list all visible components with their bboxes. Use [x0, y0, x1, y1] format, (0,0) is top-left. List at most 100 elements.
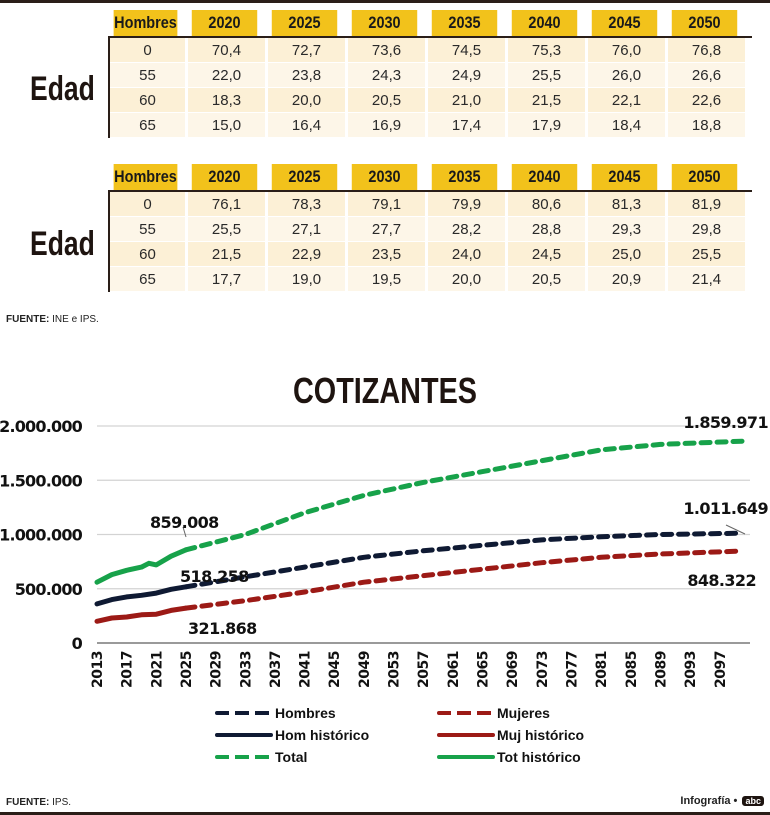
table-row: 60 21,5 22,9 23,5 24,0 24,5 25,0 25,5 — [110, 242, 752, 267]
table-cell: 76,8 — [668, 38, 745, 62]
table-cell: 22,1 — [588, 88, 665, 112]
table-cell: 23,5 — [348, 242, 425, 266]
table-cell: 25,5 — [188, 217, 265, 241]
legend-label: Tot histórico — [497, 749, 581, 765]
legend-label: Total — [275, 749, 308, 765]
legend-item: Muj histórico — [437, 727, 584, 743]
table-header-cell: 2050 — [671, 10, 738, 36]
y-tick-label: 500.000 — [15, 580, 83, 599]
table-row: 55 25,5 27,1 27,7 28,2 28,8 29,3 29,8 — [110, 217, 752, 242]
row-age-cell: 65 — [110, 267, 185, 291]
table-cell: 73,6 — [348, 38, 425, 62]
table-row: 60 18,3 20,0 20,5 21,0 21,5 22,1 22,6 — [110, 88, 752, 113]
table-cell: 19,0 — [268, 267, 345, 291]
legend-label: Mujeres — [497, 705, 550, 721]
legend-item: Total — [215, 749, 307, 765]
data-label: 848.322 — [687, 571, 756, 590]
source-tables: FUENTE: INE e IPS. — [6, 314, 99, 325]
legend-swatch — [215, 711, 273, 715]
row-age-cell: 60 — [110, 242, 185, 266]
x-tick-label: 2077 — [564, 651, 580, 688]
table-cell: 76,0 — [588, 38, 665, 62]
table-cell: 79,9 — [428, 192, 505, 216]
table-cell: 20,5 — [508, 267, 585, 291]
top-rule — [0, 0, 770, 3]
x-tick-label: 2049 — [357, 651, 373, 688]
source-text: IPS. — [52, 797, 72, 808]
table-cell: 24,0 — [428, 242, 505, 266]
table-cell: 25,5 — [508, 63, 585, 87]
annotation-leader — [182, 526, 187, 538]
row-age-cell: 0 — [110, 38, 185, 62]
x-tick-label: 2037 — [268, 651, 284, 688]
table-cell: 15,0 — [188, 113, 265, 137]
table-row: 65 17,7 19,0 19,5 20,0 20,5 20,9 21,4 — [110, 267, 752, 292]
table-cell: 25,0 — [588, 242, 665, 266]
abc-logo: abc — [742, 796, 764, 806]
x-tick-label: 2073 — [535, 651, 551, 688]
table-cell: 24,3 — [348, 63, 425, 87]
table-1-side-label: Edad — [30, 70, 95, 108]
table-cell: 26,0 — [588, 63, 665, 87]
credit: Infografía • abc — [680, 795, 764, 807]
legend-swatch — [437, 733, 495, 737]
row-age-cell: 55 — [110, 63, 185, 87]
y-tick-label: 0 — [72, 634, 83, 653]
table-cell: 17,4 — [428, 113, 505, 137]
x-tick-label: 2069 — [505, 651, 521, 688]
table-cell: 79,1 — [348, 192, 425, 216]
table-header-cell: 2035 — [431, 164, 498, 190]
table-2-side-label: Edad — [30, 225, 95, 263]
x-tick-label: 2085 — [624, 651, 640, 688]
row-age-cell: 60 — [110, 88, 185, 112]
table-header-cell: 2025 — [271, 10, 338, 36]
table-header-cell: 2045 — [591, 164, 658, 190]
legend-item: Hombres — [215, 705, 336, 721]
table-cell: 21,0 — [428, 88, 505, 112]
table-body: 0 70,4 72,7 73,6 74,5 75,3 76,0 76,8 55 22,0 23,8 2… — [108, 36, 752, 138]
data-label: 518.258 — [180, 567, 249, 586]
x-tick-label: 2053 — [387, 651, 403, 688]
table-cell: 72,7 — [268, 38, 345, 62]
table-row: 0 70,4 72,7 73,6 74,5 75,3 76,0 76,8 — [110, 38, 752, 63]
table-cell: 16,9 — [348, 113, 425, 137]
x-tick-label: 2057 — [416, 651, 432, 688]
table-cell: 22,6 — [668, 88, 745, 112]
legend-item: Tot histórico — [437, 749, 581, 765]
x-tick-label: 2029 — [209, 651, 225, 688]
x-tick-label: 2045 — [327, 651, 343, 688]
table-cell: 20,5 — [348, 88, 425, 112]
x-tick-label: 2093 — [683, 651, 699, 688]
source-label: FUENTE: — [6, 314, 50, 325]
table-header-cell: Hombres — [113, 164, 178, 190]
legend-swatch — [215, 733, 273, 737]
table-header-cell: 2045 — [591, 10, 658, 36]
x-tick-label: 2021 — [149, 651, 165, 688]
table-cell: 27,1 — [268, 217, 345, 241]
legend-label: Hombres — [275, 705, 336, 721]
table-cell: 20,9 — [588, 267, 665, 291]
legend-swatch — [437, 711, 495, 715]
table-cell: 81,3 — [588, 192, 665, 216]
table-cell: 29,8 — [668, 217, 745, 241]
table-cell: 22,9 — [268, 242, 345, 266]
table-header-cell: 2025 — [271, 164, 338, 190]
row-age-cell: 65 — [110, 113, 185, 137]
chart: 0 500.000 1.000.000 1.500.000 2.000.000 2013 2… — [0, 413, 769, 688]
legend-swatch — [215, 755, 273, 759]
table-header-cell: 2020 — [191, 10, 258, 36]
source-label: FUENTE: — [6, 797, 50, 808]
table-cell: 28,8 — [508, 217, 585, 241]
row-age-cell: 0 — [110, 192, 185, 216]
table-cell: 18,8 — [668, 113, 745, 137]
legend-swatch — [437, 755, 495, 759]
table-cell: 21,5 — [188, 242, 265, 266]
legend-item: Hom histórico — [215, 727, 369, 743]
table-row: 55 22,0 23,8 24,3 24,9 25,5 26,0 26,6 — [110, 63, 752, 88]
x-tick-label: 2081 — [594, 651, 610, 688]
legend-item: Mujeres — [437, 705, 550, 721]
table-cell: 70,4 — [188, 38, 265, 62]
table-cell: 27,7 — [348, 217, 425, 241]
table-2: Hombres 2020 2025 2030 2035 2040 2045 2050 0 76,1… — [108, 164, 752, 292]
source-text: INE e IPS. — [52, 314, 99, 325]
